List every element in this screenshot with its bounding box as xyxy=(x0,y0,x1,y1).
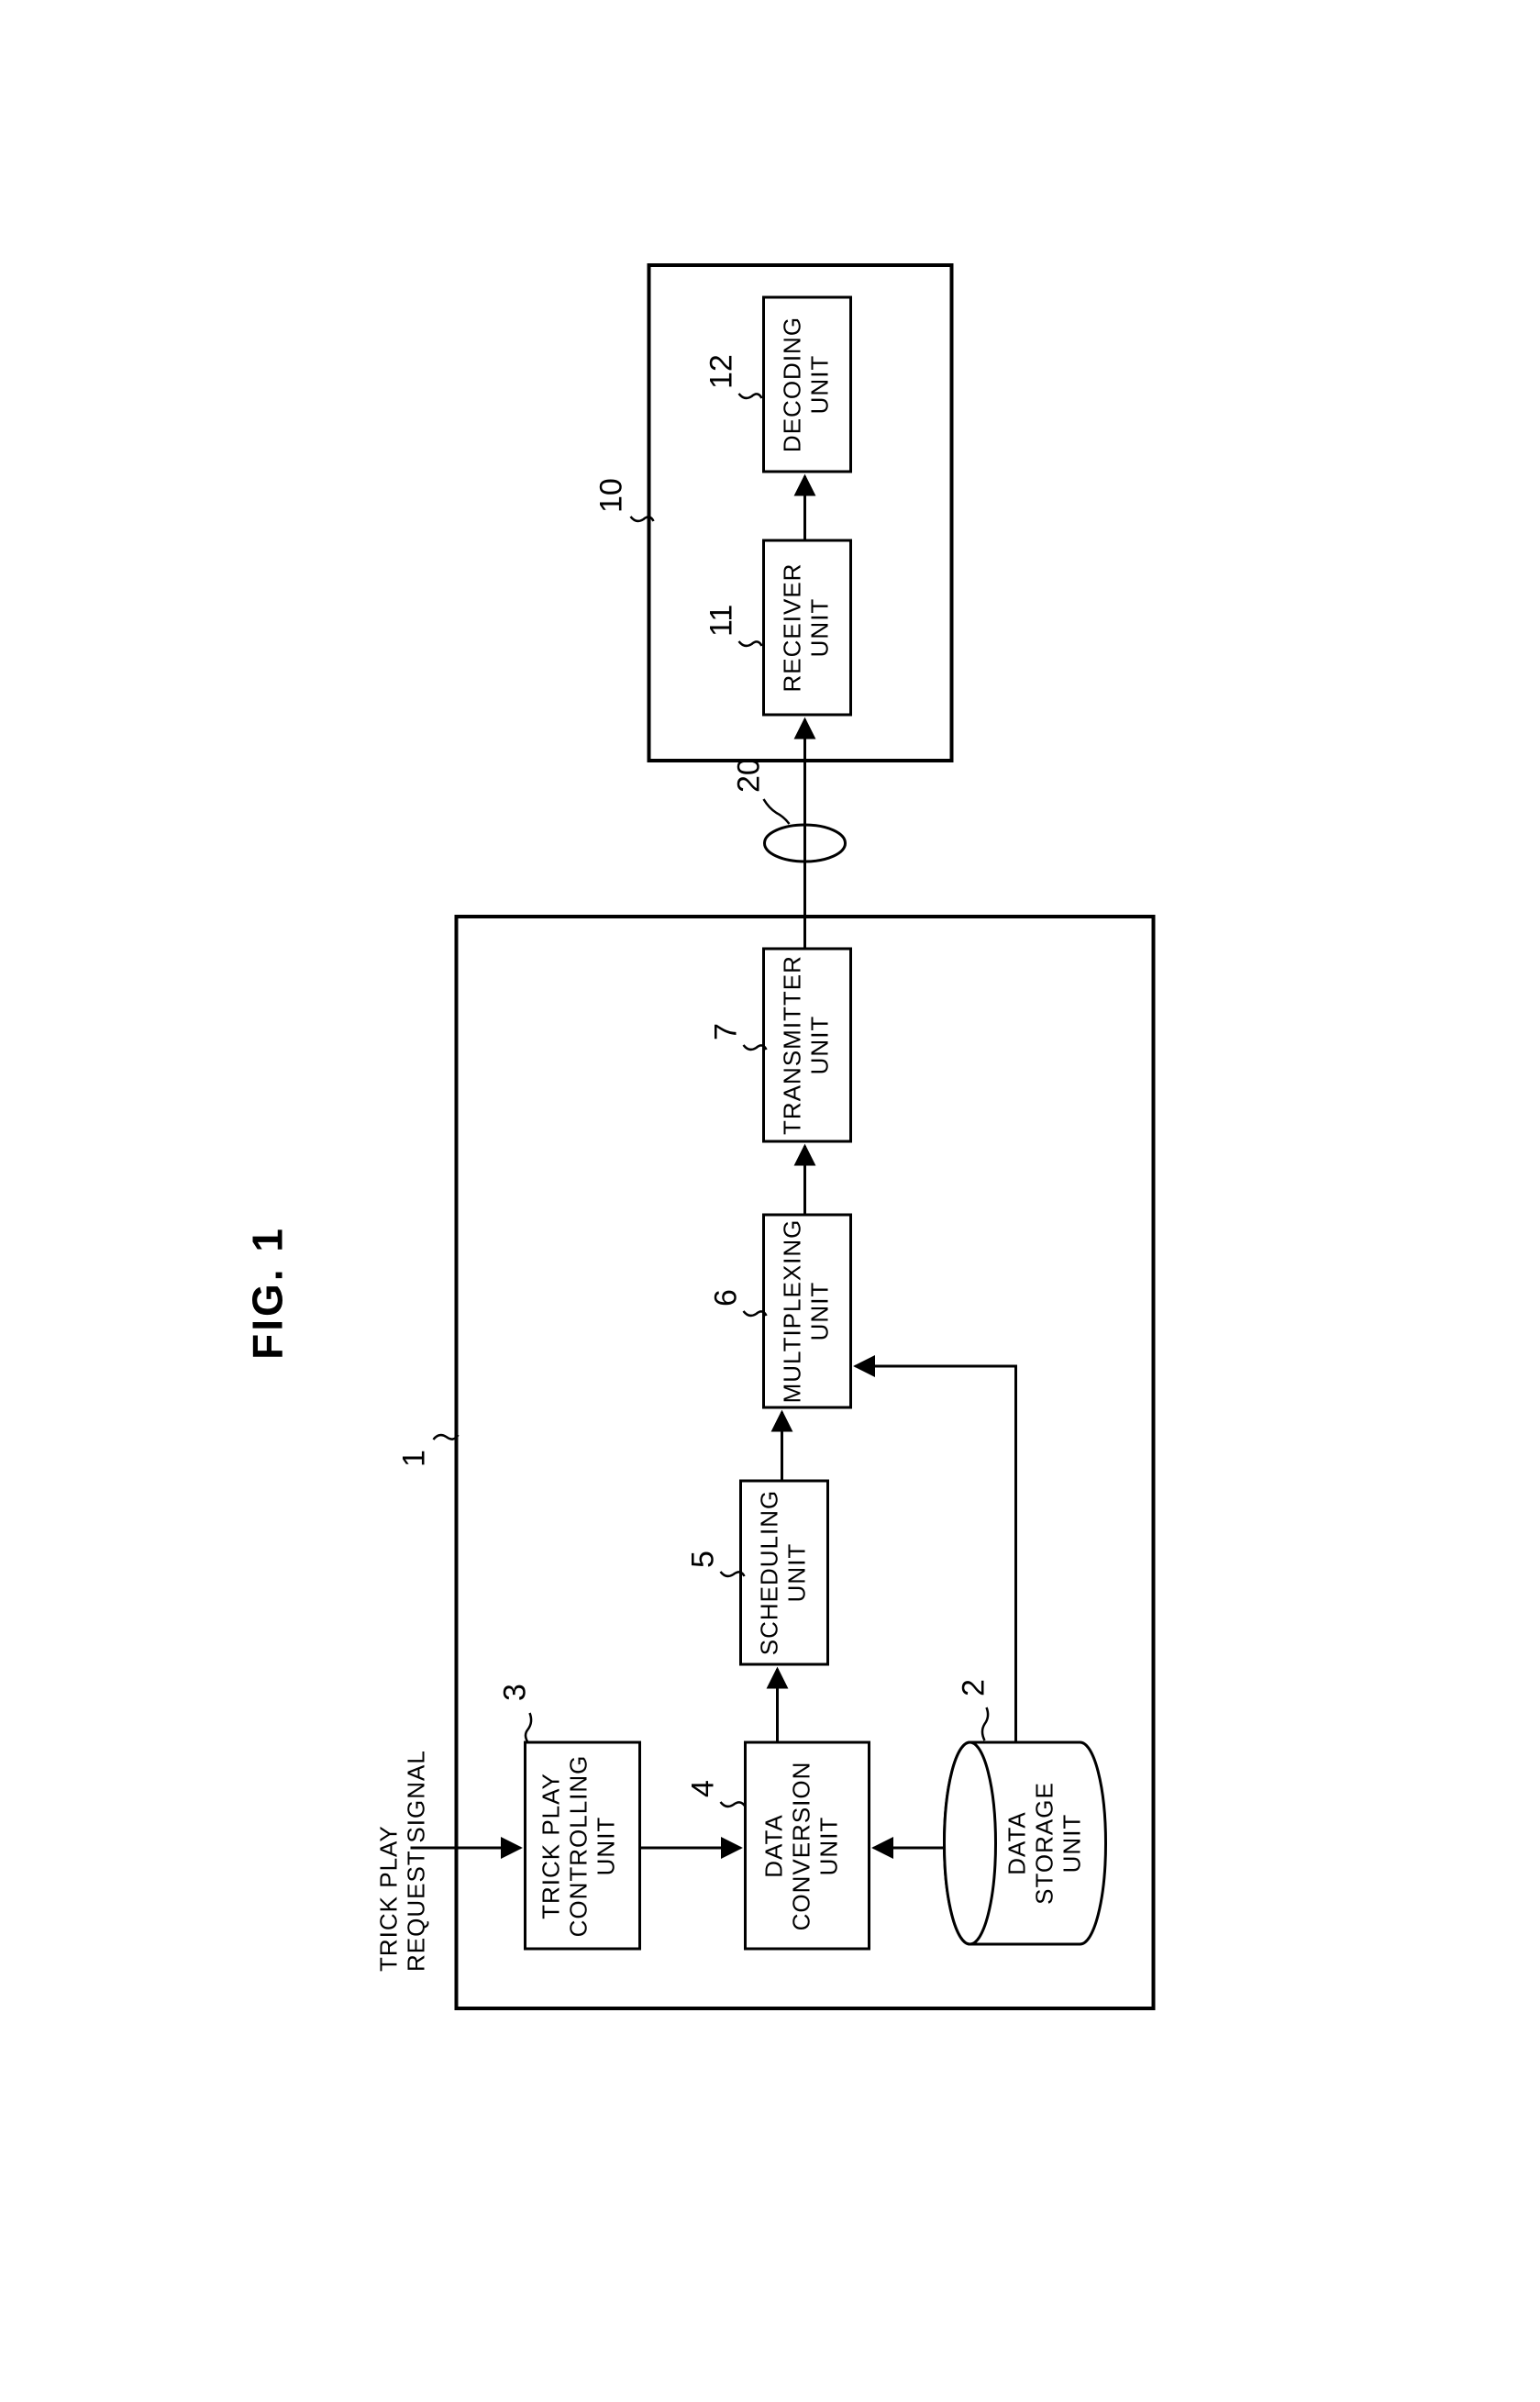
multiplexing-l2: UNIT xyxy=(805,1282,833,1341)
scheduling-l1: SCHEDULING xyxy=(755,1490,782,1655)
arrow-storage-to-mux xyxy=(855,1366,1015,1742)
receiver-ref-leader xyxy=(738,641,761,646)
input-signal-label-1: TRICK PLAY xyxy=(374,1825,402,1972)
trick-play-l2: CONTROLLING xyxy=(564,1755,592,1938)
receiver-ref: 11 xyxy=(704,605,738,637)
data-conversion-l1: DATA xyxy=(759,1814,787,1877)
receiver-l1: RECEIVER xyxy=(778,563,805,693)
trick-play-ref: 3 xyxy=(497,1684,532,1701)
server-ref-leader xyxy=(433,1435,458,1440)
block-diagram: FIG. 1 TRICK PLAY REQUEST SIGNAL 1 TRICK… xyxy=(217,192,1323,2210)
transmitter-l2: UNIT xyxy=(805,1016,833,1075)
decoding-ref-leader xyxy=(738,394,761,398)
multiplexing-l1: MULTIPLEXING xyxy=(778,1219,805,1404)
multiplexing-ref: 6 xyxy=(708,1289,743,1307)
decoding-l2: UNIT xyxy=(805,355,833,415)
transmitter-ref: 7 xyxy=(708,1023,743,1040)
data-storage-l1: DATA xyxy=(1003,1811,1030,1874)
server-ref: 1 xyxy=(396,1450,431,1467)
trick-play-ref-leader xyxy=(526,1713,531,1742)
receiver-l2: UNIT xyxy=(805,598,833,658)
trick-play-l1: TRICK PLAY xyxy=(537,1773,564,1919)
scheduling-l2: UNIT xyxy=(782,1543,810,1603)
scheduling-ref: 5 xyxy=(685,1551,720,1568)
decoding-l1: DECODING xyxy=(778,317,805,452)
input-signal-label-2: REQUEST SIGNAL xyxy=(402,1750,429,1972)
data-storage-ref-leader xyxy=(982,1707,988,1740)
figure-title: FIG. 1 xyxy=(243,1226,291,1360)
data-storage-l3: UNIT xyxy=(1058,1814,1085,1874)
data-storage-ref: 2 xyxy=(956,1679,991,1696)
client-ref: 10 xyxy=(593,478,628,513)
network-ref: 20 xyxy=(731,758,766,793)
network-ref-leader xyxy=(763,799,789,824)
decoding-ref: 12 xyxy=(704,354,738,389)
data-conversion-l3: UNIT xyxy=(814,1817,842,1876)
data-conversion-ref: 4 xyxy=(685,1780,720,1797)
data-conversion-ref-leader xyxy=(720,1802,745,1807)
data-conversion-l2: CONVERSION xyxy=(787,1762,814,1931)
trick-play-l3: UNIT xyxy=(592,1817,619,1876)
transmitter-l1: TRANSMITTER xyxy=(778,955,805,1135)
data-storage-l2: STORAGE xyxy=(1030,1782,1058,1905)
